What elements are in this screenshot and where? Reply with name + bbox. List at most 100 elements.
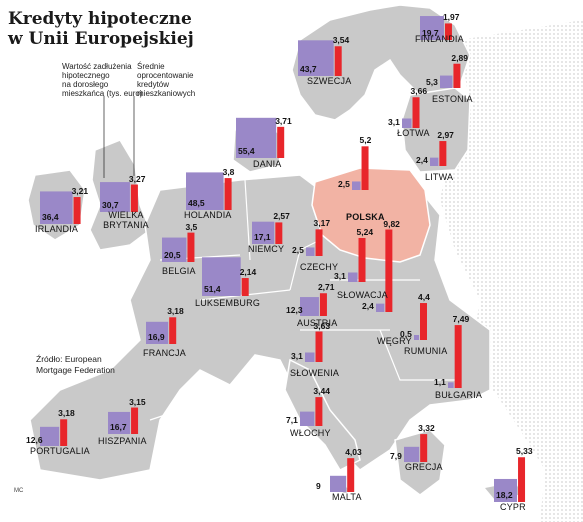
country-name-austria: AUSTRIA	[297, 318, 338, 328]
rate-bar-portugalia	[60, 419, 68, 446]
debt-square-lotwa	[402, 118, 412, 128]
rate-bar-grecja	[420, 434, 428, 462]
rate-bar-slowenia	[315, 331, 323, 362]
rate-label-wlochy: 3,44	[313, 386, 330, 397]
country-name-irlandia: IRLANDIA	[35, 224, 79, 234]
country-name-hiszpania: HISZPANIA	[98, 436, 147, 446]
rate-label-holandia: 3,8	[222, 167, 235, 178]
rate-bar-bulgaria	[454, 325, 462, 388]
rate-label-malta: 4,03	[345, 447, 362, 458]
rate-bar-francja	[169, 317, 177, 344]
rate-label-bulgaria: 7,49	[452, 314, 470, 325]
debt-label-wlochy: 7,1	[286, 415, 298, 425]
rate-label-lotwa: 3,66	[410, 86, 428, 97]
country-name-wegry: WĘGRY	[377, 336, 412, 346]
country-name-estonia: ESTONIA	[432, 94, 473, 104]
country-name-szwecja: SZWECJA	[307, 76, 352, 86]
debt-label-niemcy: 17,1	[254, 232, 271, 242]
debt-square-belgia	[162, 237, 187, 262]
rate-bar-belgia	[187, 232, 195, 262]
source-line: Mortgage Federation	[36, 365, 115, 375]
debt-square-slowacja	[348, 272, 358, 282]
country-name-holandia: HOLANDIA	[184, 210, 232, 220]
debt-square-wlochy	[300, 411, 315, 426]
rate-label-litwa: 2,97	[437, 130, 454, 141]
country-name-litwa: LITWA	[425, 172, 454, 182]
debt-label-holandia: 48,5	[188, 198, 205, 208]
debt-square-grecja	[404, 446, 420, 462]
rate-label-slowacja: 5,24	[356, 226, 374, 237]
debt-label-belgia: 20,5	[164, 250, 181, 260]
country-name-niemcy: NIEMCY	[248, 244, 285, 254]
rate-label-estonia: 2,89	[451, 52, 468, 63]
legend-square-line: mieszkańca (tys. euro)	[62, 89, 143, 98]
debt-square-wegry	[376, 303, 385, 312]
debt-square-dania	[236, 117, 277, 158]
debt-square-litwa	[430, 157, 439, 166]
country-name-wielka-brytania: WIELKA BRYTANIA	[103, 210, 149, 230]
debt-label-slowacja: 3,1	[334, 271, 346, 281]
debt-label-estonia: 5,3	[426, 77, 438, 87]
legend-bar-line: kredytów	[137, 80, 170, 89]
legend-square-line: Wartość zadłużenia	[62, 62, 132, 71]
debt-label-irlandia: 36,4	[42, 212, 59, 222]
debt-label-austria: 12,3	[286, 305, 303, 315]
country-name-czechy: CZECHY	[300, 262, 339, 272]
debt-label-litwa: 2,4	[416, 155, 428, 165]
debt-square-francja	[146, 321, 169, 344]
debt-label-bulgaria: 1,1	[434, 377, 446, 387]
rate-bar-malta	[347, 458, 355, 492]
debt-square-cypr	[494, 478, 518, 502]
source-note: Źródło: European Mortgage Federation	[36, 354, 115, 376]
region-greece	[394, 429, 446, 496]
legend-bar-line: Średnie	[137, 62, 165, 71]
country-name-portugalia: PORTUGALIA	[30, 446, 90, 456]
rate-bar-lotwa	[412, 97, 420, 128]
non-eu-east-area	[440, 20, 583, 522]
country-name-slowenia: SŁOWENIA	[290, 368, 340, 378]
rate-bar-wegry	[385, 229, 393, 312]
legend-bar-line: oprocentowanie	[137, 71, 194, 80]
rate-bar-estonia	[453, 63, 461, 88]
debt-label-rumunia: 0,5	[400, 329, 412, 339]
rate-bar-hiszpania	[131, 407, 139, 434]
rate-label-slowenia: 3,63	[313, 320, 331, 331]
rate-label-belgia: 3,5	[185, 221, 198, 232]
rate-bar-polska	[361, 146, 369, 190]
rate-bar-slowacja	[358, 237, 366, 282]
debt-label-dania: 55,4	[238, 146, 255, 156]
debt-label-hiszpania: 16,7	[110, 422, 127, 432]
country-name-bulgaria: BUŁGARIA	[435, 390, 483, 400]
debt-square-malta	[330, 475, 347, 492]
debt-label-finlandia: 19,7	[422, 28, 439, 38]
legend-bar-line: mieszkaniowych	[137, 89, 196, 98]
legend-bar-label: Średnie oprocentowanie kredytów mieszkan…	[137, 62, 195, 98]
rate-bar-czechy	[315, 229, 323, 256]
rate-bar-holandia	[224, 178, 232, 210]
rate-label-grecja: 3,32	[418, 423, 435, 434]
country-name-lotwa: ŁOTWA	[397, 128, 430, 138]
debt-label-portugalia: 12,6	[26, 435, 43, 445]
rate-bar-wielka-brytania	[130, 184, 138, 212]
country-name-cypr: CYPR	[500, 502, 526, 512]
legend-square-line: na dorosłego	[62, 80, 109, 89]
rate-bar-rumunia	[420, 303, 427, 340]
debt-label-grecja: 7,9	[390, 451, 402, 461]
debt-label-francja: 16,9	[148, 332, 165, 342]
country-name-finlandia: FINLANDIA	[415, 34, 464, 44]
debt-square-polska	[352, 181, 361, 190]
debt-label-wegry: 2,4	[362, 301, 374, 311]
rate-bar-szwecja	[334, 46, 342, 76]
rate-bar-wlochy	[315, 397, 323, 426]
rate-label-rumunia: 4,4	[418, 292, 430, 303]
rate-label-niemcy: 2,57	[273, 211, 290, 222]
debt-square-estonia	[440, 75, 453, 88]
country-name-francja: FRANCJA	[143, 348, 186, 358]
country-name-grecja: GRECJA	[405, 462, 443, 472]
rate-bar-austria	[319, 293, 327, 316]
debt-label-szwecja: 43,7	[300, 64, 317, 74]
source-line: Źródło: European	[36, 354, 102, 364]
country-name-slowacja: SŁOWACJA	[337, 290, 388, 300]
